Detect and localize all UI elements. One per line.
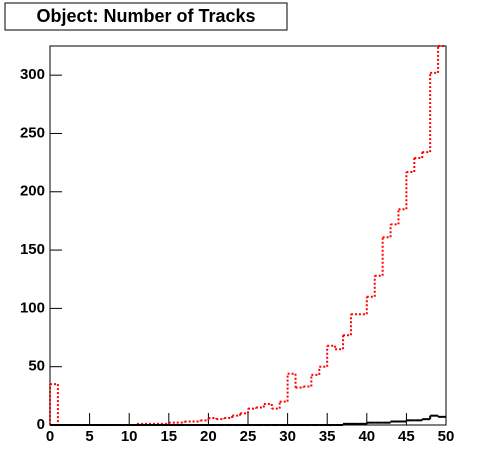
y-tick-label: 300 (20, 66, 45, 83)
y-tick-label: 0 (37, 416, 45, 433)
title-box (4, 2, 288, 31)
y-tick-label: 200 (20, 183, 45, 200)
x-tick-label: 25 (240, 428, 257, 445)
x-tick-label: 35 (319, 428, 336, 445)
x-tick-label: 20 (200, 428, 217, 445)
x-tick-label: 15 (160, 428, 177, 445)
y-tick-label: 150 (20, 241, 45, 258)
chart-title: Object: Number of Tracks (36, 6, 255, 26)
x-tick-label: 0 (46, 428, 54, 445)
y-tick-label: 50 (28, 358, 45, 375)
y-tick-label: 250 (20, 124, 45, 141)
x-tick-label: 30 (279, 428, 296, 445)
x-tick-label: 40 (358, 428, 375, 445)
x-tick-label: 50 (438, 428, 455, 445)
x-tick-label: 5 (85, 428, 93, 445)
x-tick-label: 10 (121, 428, 138, 445)
x-tick-label: 45 (398, 428, 415, 445)
plot-frame (49, 45, 447, 426)
y-tick-label: 100 (20, 299, 45, 316)
